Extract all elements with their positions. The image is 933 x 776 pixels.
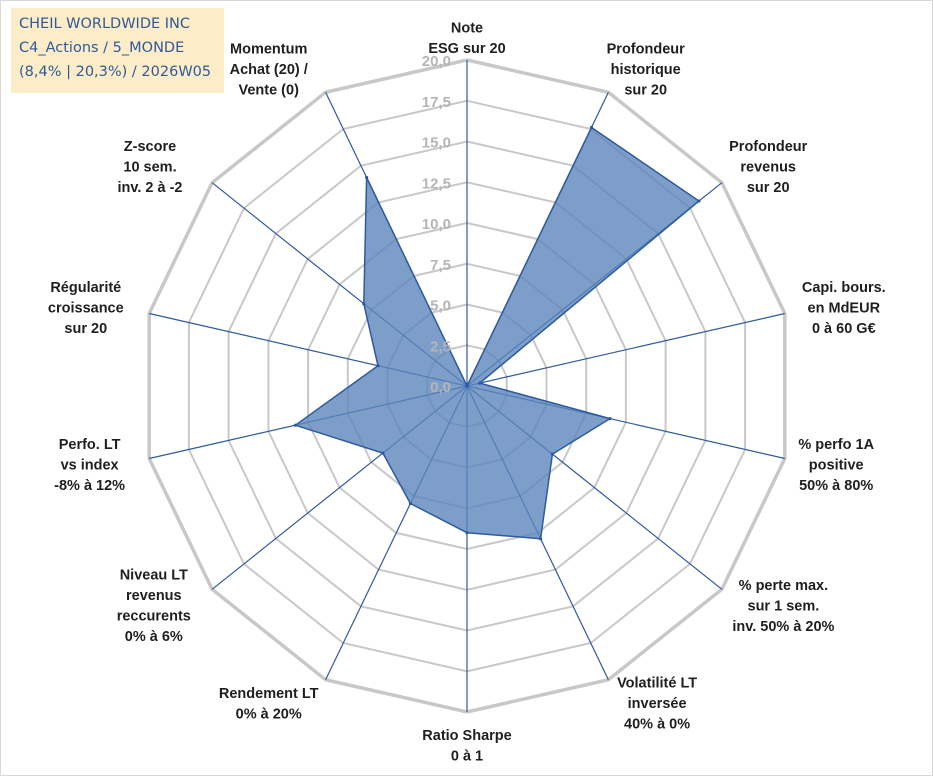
axis-label-line: croissance bbox=[48, 301, 124, 317]
axis-label-line: Rendement LT bbox=[219, 686, 319, 702]
axis-label: Rendement LT 0% à 20% bbox=[219, 686, 319, 723]
tick-label: 7,5 bbox=[430, 257, 451, 274]
data-point bbox=[608, 417, 612, 421]
tick-label: 2,5 bbox=[430, 338, 451, 355]
category-label: C4_Actions / 5_MONDE bbox=[19, 40, 185, 56]
data-point bbox=[376, 364, 380, 368]
axis-label-line: Perfo. LT bbox=[59, 437, 121, 453]
data-point bbox=[550, 452, 555, 456]
axis-label-line: ESG sur 20 bbox=[428, 41, 505, 57]
axis-label-line: -8% à 12% bbox=[54, 478, 125, 494]
data-point bbox=[478, 381, 482, 385]
axis-label-line: historique bbox=[611, 62, 681, 78]
axis-label-line: sur 20 bbox=[64, 321, 107, 337]
axis-label-line: 50% à 80% bbox=[799, 478, 873, 494]
data-point bbox=[381, 451, 385, 455]
axis-label: Note ESG sur 20 bbox=[428, 21, 505, 58]
axis-label-line: vs index bbox=[61, 457, 119, 473]
data-point bbox=[539, 537, 543, 541]
info-box: CHEIL WORLDWIDE INC C4_Actions / 5_MONDE… bbox=[11, 8, 224, 93]
axis-spoke bbox=[466, 312, 785, 387]
axis-label-line: reccurents bbox=[117, 609, 191, 625]
axis-label-line: % perte max. bbox=[739, 578, 828, 594]
data-point bbox=[589, 125, 594, 130]
axis-label-line: Volatilité LT bbox=[617, 676, 697, 692]
axis-label-line: Note bbox=[451, 21, 483, 37]
axis-labels: Note ESG sur 20 Profondeur historique sur 20… bbox=[48, 21, 886, 765]
axis-label-line: Profondeur bbox=[729, 139, 807, 155]
data-point bbox=[465, 384, 469, 388]
tick-label: 20,0 bbox=[422, 53, 451, 70]
axis-label: Profondeur historique sur 20 bbox=[607, 41, 685, 98]
data-point bbox=[697, 199, 701, 203]
axis-label: Capi. bours. en MdEUR 0 à 60 G€ bbox=[802, 280, 886, 337]
axis-label: % perfo 1A positive 50% à 80% bbox=[798, 437, 874, 494]
axis-label: Z-score 10 sem. inv. 2 à -2 bbox=[117, 139, 182, 196]
data-point bbox=[362, 302, 366, 306]
axis-label-line: 40% à 0% bbox=[624, 717, 690, 733]
tick-label: 0,0 bbox=[430, 379, 451, 396]
axis-label-line: Profondeur bbox=[607, 41, 685, 57]
tick-label: 17,5 bbox=[422, 94, 451, 111]
axis-label-line: sur 1 sem. bbox=[748, 599, 820, 615]
axis-label: % perte max. sur 1 sem. inv. 50% à 20% bbox=[732, 578, 834, 635]
radial-tick-labels: 0,0 2,5 5,0 7,5 10,0 12,5 15,0 17,5 20,0 bbox=[422, 53, 451, 396]
axis-label: Niveau LT revenus reccurents 0% à 6% bbox=[117, 568, 191, 646]
data-point bbox=[365, 175, 369, 180]
data-point bbox=[465, 531, 469, 535]
axis-label-line: inversée bbox=[628, 696, 687, 712]
tick-label: 5,0 bbox=[430, 298, 451, 315]
axis-label-line: 10 sem. bbox=[123, 160, 176, 176]
axis-label-line: % perfo 1A bbox=[798, 437, 874, 453]
axis-label-line: Ratio Sharpe bbox=[422, 728, 511, 744]
axis-label: Momentum Achat (20) / Vente (0) bbox=[230, 41, 308, 98]
axis-label-line: Niveau LT bbox=[120, 568, 188, 584]
axis-label: Volatilité LT inversée 40% à 0% bbox=[617, 676, 697, 733]
axis-label: Régularité croissance sur 20 bbox=[48, 280, 124, 337]
axis-label-line: 0% à 20% bbox=[236, 706, 302, 722]
axis-label-line: Z-score bbox=[124, 139, 176, 155]
data-point bbox=[408, 501, 412, 506]
axis-label-line: sur 20 bbox=[747, 180, 790, 196]
tick-label: 15,0 bbox=[422, 135, 451, 152]
axis-label-line: Régularité bbox=[50, 280, 121, 296]
axis-label-line: Momentum bbox=[230, 41, 307, 57]
axis-label-line: Vente (0) bbox=[238, 82, 299, 98]
axis-label-line: positive bbox=[809, 457, 864, 473]
tick-label: 10,0 bbox=[422, 216, 451, 233]
axis-label-line: inv. 2 à -2 bbox=[117, 180, 182, 196]
axis-label-line: Capi. bours. bbox=[802, 280, 886, 296]
axis-label-line: sur 20 bbox=[624, 82, 667, 98]
company-name: CHEIL WORLDWIDE INC bbox=[19, 16, 191, 32]
axis-label-line: inv. 50% à 20% bbox=[732, 619, 834, 635]
data-point bbox=[293, 423, 297, 427]
axis-label-line: revenus bbox=[126, 588, 182, 604]
axis-label-line: 0 à 1 bbox=[451, 749, 483, 765]
axis-label-line: 0% à 6% bbox=[125, 629, 183, 645]
axis-label-line: Achat (20) / bbox=[230, 62, 308, 78]
stats-label: (8,4% | 20,3%) / 2026W05 bbox=[19, 64, 212, 80]
axis-label: Ratio Sharpe 0 à 1 bbox=[422, 728, 511, 765]
axis-label: Profondeur revenus sur 20 bbox=[729, 139, 807, 196]
axis-label-line: revenus bbox=[740, 160, 796, 176]
axis-label-line: en MdEUR bbox=[808, 301, 881, 317]
data-series bbox=[293, 125, 701, 541]
tick-label: 12,5 bbox=[422, 175, 451, 192]
axis-label: Perfo. LT vs index -8% à 12% bbox=[54, 437, 125, 494]
axis-label-line: 0 à 60 G€ bbox=[812, 321, 876, 337]
